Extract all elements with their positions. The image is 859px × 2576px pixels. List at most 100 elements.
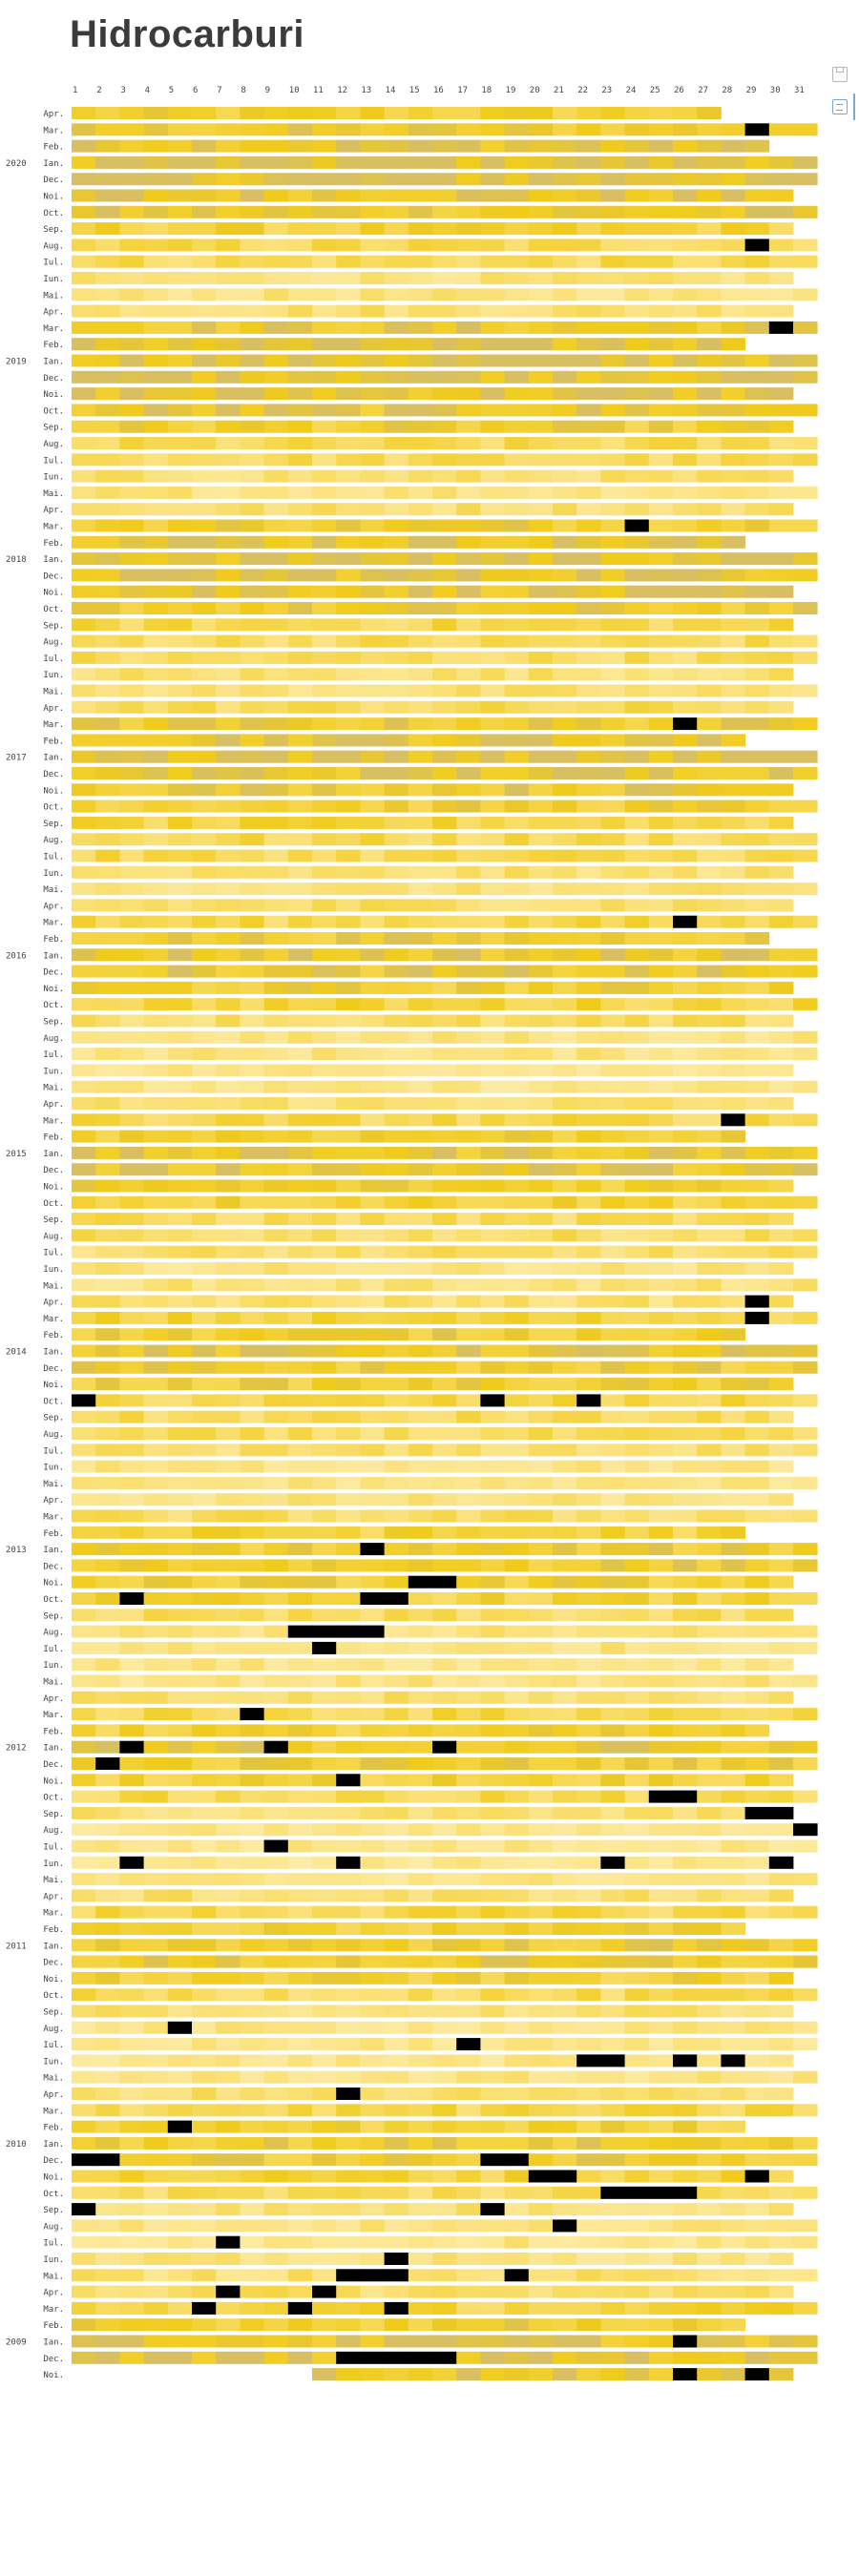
heatmap-cell	[95, 123, 120, 136]
heatmap-cell	[287, 800, 313, 813]
heatmap-cell	[72, 1988, 96, 2002]
heatmap-cell	[528, 1328, 554, 1341]
heatmap-cell	[167, 123, 193, 136]
heatmap-cell	[576, 205, 601, 218]
heatmap-cell	[192, 932, 217, 945]
heatmap-cell	[793, 1757, 818, 1770]
heatmap-cell	[504, 998, 530, 1011]
heatmap-cell	[360, 354, 385, 367]
heatmap-cell	[192, 1179, 217, 1193]
heatmap-cell	[336, 833, 361, 846]
heatmap-cell	[432, 849, 457, 862]
heatmap-cell	[119, 2153, 144, 2167]
heatmap-cell	[336, 932, 361, 945]
heatmap-cell	[432, 1195, 457, 1209]
heatmap-cell	[72, 288, 96, 301]
heatmap-cell	[600, 833, 625, 846]
heatmap-cell	[744, 453, 770, 467]
heatmap-cell	[624, 1229, 650, 1242]
heatmap-cell	[287, 1195, 313, 1209]
heatmap-cell	[167, 1146, 193, 1159]
heatmap-cell	[287, 602, 313, 614]
heatmap-cell	[504, 1179, 530, 1193]
heatmap-cell	[240, 915, 264, 928]
month-label: Mai.	[43, 688, 64, 697]
heatmap-cell	[360, 684, 385, 697]
heatmap-cell	[721, 304, 745, 318]
heatmap-cell	[721, 1526, 745, 1539]
heatmap-cell	[793, 849, 818, 862]
heatmap-cell	[384, 2235, 409, 2249]
heatmap-cell	[312, 2038, 337, 2051]
heatmap-cell	[673, 1048, 698, 1061]
heatmap-cell	[744, 503, 770, 516]
heatmap-cell	[95, 1195, 120, 1209]
save-icon[interactable]	[832, 67, 848, 82]
heatmap-cell	[673, 1278, 698, 1292]
heatmap-cell	[119, 915, 144, 928]
heatmap-cell	[167, 1278, 193, 1292]
heatmap-cell	[793, 965, 818, 978]
heatmap-cell	[312, 1213, 337, 1226]
heatmap-cell	[744, 354, 770, 367]
heatmap-cell	[287, 1905, 313, 1919]
heatmap-cell	[336, 1014, 361, 1028]
heatmap-cell	[167, 255, 193, 268]
heatmap-cell	[143, 222, 169, 236]
heatmap-cell	[624, 1939, 650, 1952]
heatmap-cell	[192, 2054, 217, 2067]
heatmap-cell	[768, 1790, 794, 1803]
heatmap-cell	[360, 783, 385, 797]
heatmap-cell	[553, 569, 577, 582]
month-label: Aug.	[43, 440, 64, 449]
heatmap-cell	[697, 2368, 722, 2381]
heatmap-cell	[216, 1213, 241, 1226]
heatmap-cell	[576, 1195, 601, 1209]
heatmap-cell	[192, 1625, 217, 1638]
day-label-10: 10	[289, 86, 300, 95]
heatmap-cell	[263, 189, 289, 202]
heatmap-cell	[576, 2170, 601, 2183]
heatmap-cell	[768, 1708, 794, 1721]
heatmap-cell	[287, 535, 313, 549]
heatmap-cell	[336, 2285, 361, 2298]
heatmap-cell	[744, 1873, 770, 1886]
heatmap-cell	[336, 288, 361, 301]
year-label: 2020	[6, 159, 27, 169]
heatmap-cell	[384, 2285, 409, 2298]
heatmap-cell	[744, 1064, 770, 1077]
heatmap-cell	[143, 1113, 169, 1127]
scrollbar-indicator[interactable]	[853, 93, 855, 120]
heatmap-cell	[95, 1509, 120, 1523]
month-label: Noi.	[43, 786, 64, 796]
day-label-14: 14	[386, 86, 396, 95]
heatmap-cell	[744, 519, 770, 532]
heatmap-cell	[167, 2070, 193, 2084]
heatmap-cell	[480, 2235, 505, 2249]
heatmap-cell	[576, 370, 601, 384]
heatmap-cell	[143, 1378, 169, 1391]
heatmap-cell	[504, 222, 530, 236]
heatmap-cell	[432, 1889, 457, 1902]
heatmap-cell	[263, 2335, 289, 2348]
heatmap-cell	[600, 1460, 625, 1473]
heatmap-cell	[673, 1988, 698, 2002]
heatmap-cell	[312, 883, 337, 896]
heatmap-cell	[167, 2104, 193, 2117]
heatmap-cell	[528, 288, 554, 301]
heatmap-cell	[240, 1460, 264, 1473]
heatmap-cell	[119, 1361, 144, 1374]
heatmap-cell	[143, 1014, 169, 1028]
heatmap-cell	[119, 453, 144, 467]
heatmap-cell	[263, 2170, 289, 2183]
heatmap-cell	[143, 1575, 169, 1589]
heatmap-cell	[408, 1509, 433, 1523]
month-label: Noi.	[43, 589, 64, 598]
heatmap-cell	[408, 1543, 433, 1556]
heatmap-cell	[673, 1641, 698, 1654]
heatmap-cell	[553, 1311, 577, 1324]
heatmap-cell	[528, 634, 554, 648]
heatmap-cell	[167, 1674, 193, 1688]
heatmap-cell	[576, 1724, 601, 1737]
data-icon[interactable]	[832, 99, 848, 114]
